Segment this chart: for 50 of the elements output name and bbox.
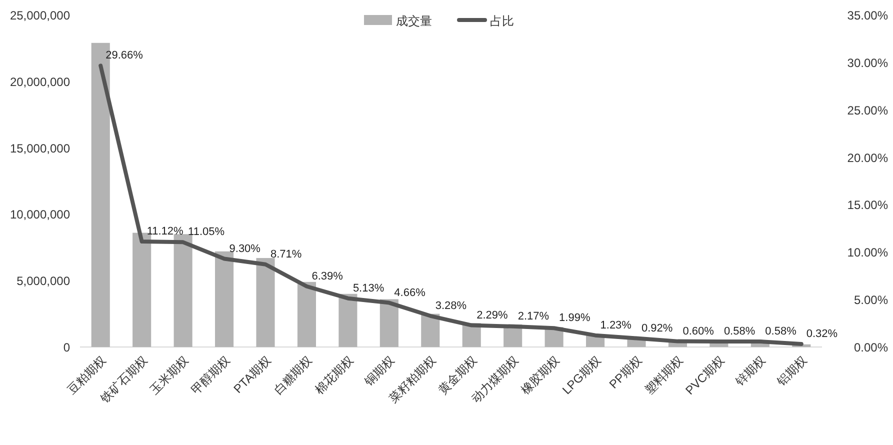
y2-tick-label: 15.00% [847, 198, 888, 212]
data-label: 0.58% [765, 326, 797, 338]
x-tick-label: 橡胶期权 [518, 353, 562, 398]
x-tick-label: 铜期权 [361, 353, 398, 390]
data-label: 11.05% [188, 226, 225, 238]
data-label: 3.28% [435, 300, 467, 312]
bar [338, 294, 358, 347]
data-label: 0.92% [642, 322, 673, 334]
y2-tick-label: 0.00% [854, 340, 888, 354]
y2-tick-label: 10.00% [847, 246, 888, 260]
bar [380, 299, 398, 347]
data-label: 5.13% [352, 282, 384, 294]
data-label: 2.29% [476, 309, 508, 322]
data-label: 11.12% [146, 226, 184, 238]
y2-tick-label: 5.00% [854, 293, 888, 308]
y-tick-label: 10,000,000 [10, 208, 70, 222]
data-label: 6.39% [312, 270, 344, 282]
x-tick-label: 白糖期权 [271, 353, 315, 398]
data-label: 0.32% [806, 328, 838, 340]
y-tick-label: 20,000,000 [10, 74, 70, 89]
data-label: 29.66% [106, 50, 144, 62]
x-tick-label: 铝期权 [773, 353, 810, 390]
y2-tick-label: 35.00% [847, 8, 888, 22]
data-label: 1.99% [559, 312, 590, 324]
y2-tick-label: 30.00% [847, 56, 888, 70]
y2-tick-label: 20.00% [847, 150, 888, 165]
y-tick-label: 0 [63, 340, 70, 354]
bar [256, 258, 275, 347]
x-tick-label: 塑料期权 [642, 353, 686, 398]
y-tick-label: 5,000,000 [16, 274, 70, 288]
legend-label: 占比 [490, 14, 514, 28]
legend-label: 成交量 [396, 14, 432, 28]
y2-tick-label: 25.00% [847, 103, 888, 118]
data-label: 1.23% [600, 319, 632, 332]
x-tick-label: 棉花期权 [312, 353, 356, 398]
bar [297, 282, 316, 347]
y-tick-label: 15,000,000 [10, 141, 70, 156]
data-label: 2.17% [518, 310, 550, 322]
x-tick-label: 玉米期权 [147, 353, 192, 398]
x-tick-label: PP期权 [606, 353, 645, 392]
data-label: 8.71% [270, 248, 302, 260]
data-label: 0.58% [724, 326, 756, 338]
data-label: 0.60% [682, 325, 714, 338]
data-label: 9.30% [229, 242, 261, 255]
x-tick-label: 锌期权 [732, 353, 768, 390]
x-tick-label: 甲醇期权 [188, 353, 232, 398]
y-tick-label: 25,000,000 [10, 8, 70, 22]
data-label: 4.66% [394, 286, 426, 299]
bar [174, 234, 192, 347]
bar [215, 251, 234, 347]
